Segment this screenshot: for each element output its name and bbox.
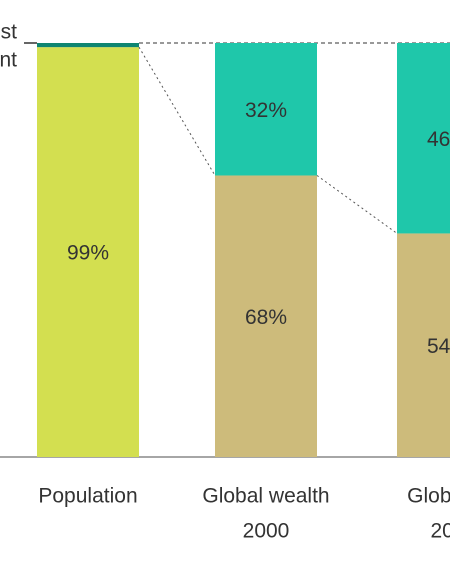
x-tick-label: Global w <box>407 485 450 508</box>
x-tick-label: Population <box>38 485 137 508</box>
annotation: nt <box>0 49 17 72</box>
bar-segment <box>397 233 450 457</box>
connector-line <box>138 46 216 176</box>
bar-segment <box>37 43 139 48</box>
bar-segment <box>37 47 139 457</box>
value-label: 68% <box>245 306 287 329</box>
x-tick-label: 201 <box>430 520 450 543</box>
value-label: 54% <box>427 335 450 358</box>
value-label: 99% <box>67 242 109 265</box>
value-label: 32% <box>245 99 287 122</box>
x-tick-label: Global wealth <box>202 485 329 508</box>
bar-segment <box>215 43 317 176</box>
bar-segment <box>215 175 317 458</box>
connector-line <box>316 175 398 234</box>
bar-segment <box>397 43 450 234</box>
value-label: 46% <box>427 128 450 151</box>
annotation: st <box>1 21 18 44</box>
x-tick-label: 2000 <box>243 520 290 543</box>
